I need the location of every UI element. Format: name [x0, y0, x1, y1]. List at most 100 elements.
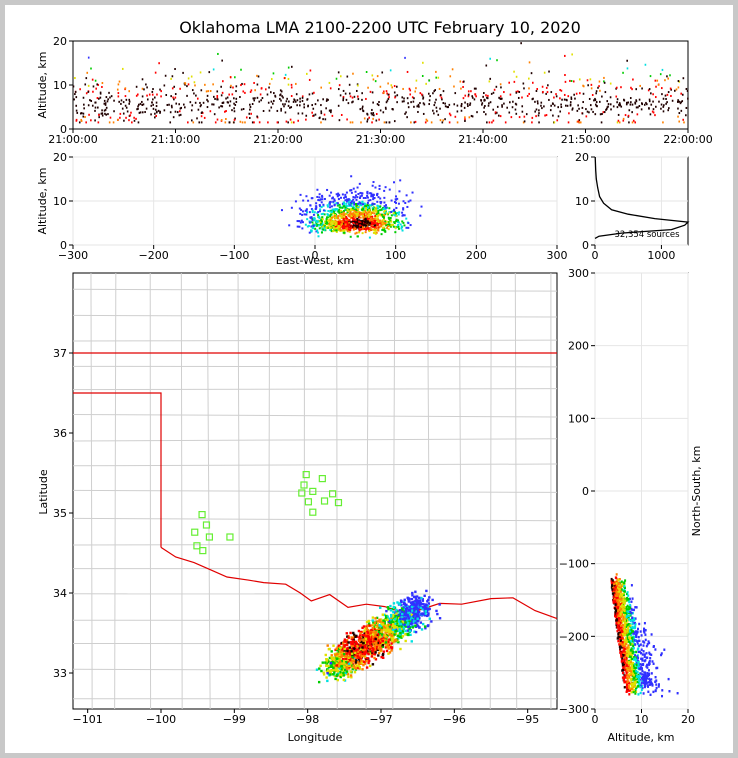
time-height-source: [117, 92, 120, 95]
time-height-source: [685, 114, 687, 117]
plan-view-source: [325, 664, 328, 668]
ew-altitude-source: [347, 208, 350, 211]
ew-altitude-source: [374, 216, 377, 219]
time-height-source: [435, 76, 438, 79]
county-line: [489, 272, 492, 710]
lma-station-marker: [309, 508, 317, 516]
ew-altitude-source: [403, 224, 406, 227]
plan-view-source: [392, 616, 395, 619]
time-height-source: [483, 92, 485, 95]
plan-view-source: [367, 636, 370, 639]
time-height-source: [234, 117, 236, 120]
ew-altitude-source: [384, 223, 387, 226]
time-height-source: [207, 100, 209, 103]
ew-altitude-source: [375, 214, 378, 217]
time-height-source: [301, 99, 304, 102]
time-height-source: [144, 111, 146, 114]
ew-altitude-source: [372, 193, 375, 196]
plan-view-source: [385, 635, 389, 639]
time-height-source: [419, 102, 421, 105]
time-height-source: [290, 86, 293, 89]
time-height-source: [137, 121, 140, 124]
ew-altitude-source: [339, 206, 342, 209]
plan-view-source: [365, 647, 369, 650]
ew-altitude-source: [394, 231, 397, 234]
plan-view-source: [332, 644, 335, 647]
time-height-source: [679, 102, 682, 105]
ew-altitude-source: [345, 217, 348, 220]
plan-view-source: [404, 609, 408, 613]
plan-view-source: [340, 668, 343, 671]
time-height-source: [572, 80, 575, 83]
plan-view-source: [412, 620, 416, 623]
plan-view-source: [378, 648, 382, 651]
ew-altitude-source: [361, 221, 364, 224]
plan-view-source: [351, 641, 355, 644]
time-height-source: [82, 112, 85, 115]
county-line: [514, 272, 518, 710]
plan-view-source: [325, 659, 328, 663]
time-height-source: [155, 101, 158, 104]
time-height-source: [515, 91, 518, 94]
plan-view-source: [397, 640, 400, 644]
plan-view-source: [361, 646, 364, 649]
time-height-source: [118, 100, 120, 103]
plan-view-source: [421, 608, 424, 611]
ew-altitude-source: [356, 222, 359, 225]
time-height-source: [454, 115, 457, 118]
ew-altitude-source: [367, 199, 370, 202]
time-height-source: [499, 83, 502, 86]
time-height-source: [483, 99, 486, 102]
ew-altitude-source: [314, 224, 317, 227]
time-height-source: [307, 105, 309, 108]
time-height-source: [301, 112, 304, 115]
time-height-ticks: 21:00:00 21:10:00 21:20:00 21:30:00 21:40:00…: [48, 35, 712, 146]
time-height-source: [623, 99, 626, 102]
ew-altitude-xtick-label: 100: [385, 249, 406, 262]
time-height-source: [245, 116, 248, 119]
time-height-source: [678, 112, 681, 115]
plan-view-source: [330, 650, 333, 653]
time-height-source: [184, 106, 186, 109]
ew-altitude-source: [329, 210, 332, 213]
time-height-source: [561, 98, 563, 101]
plan-view-source: [371, 646, 374, 650]
ew-altitude-source: [353, 213, 356, 216]
plan-view-source: [411, 594, 414, 597]
ew-altitude-source: [372, 181, 375, 184]
ew-altitude-source: [337, 217, 340, 220]
plan-view-source: [388, 629, 392, 632]
ew-altitude-source: [332, 222, 335, 225]
ew-altitude-source: [375, 213, 378, 216]
plan-view-source: [365, 659, 368, 663]
time-height-source: [500, 86, 502, 89]
ew-altitude-source: [359, 224, 362, 227]
plan-view-source: [409, 601, 413, 604]
plan-view-source: [409, 618, 412, 621]
time-height-source: [414, 120, 417, 123]
time-height-source: [604, 91, 607, 94]
time-height-source: [419, 92, 422, 95]
plan-view-source: [343, 647, 346, 651]
plan-view-source: [332, 664, 336, 667]
plan-view-source: [399, 617, 402, 621]
ew-altitude-source: [356, 224, 359, 227]
ew-altitude-source: [361, 192, 364, 195]
ns-altitude-source: [635, 690, 638, 693]
time-height-source: [645, 103, 648, 106]
time-height-source: [249, 90, 252, 93]
plan-view-source: [375, 628, 378, 632]
plan-view-source: [386, 627, 389, 630]
time-height-source: [634, 102, 637, 105]
ew-altitude-source: [322, 209, 325, 212]
time-height-source: [284, 73, 287, 76]
time-height-ytick-label: 20: [53, 35, 67, 48]
time-height-source: [370, 112, 373, 115]
time-height-source: [528, 92, 530, 95]
time-height-source: [553, 104, 556, 107]
ew-altitude-source: [350, 216, 353, 219]
time-height-source: [290, 106, 293, 109]
county-boundaries: [72, 272, 558, 710]
plan-view-source: [376, 648, 379, 652]
time-height-source: [279, 89, 282, 92]
